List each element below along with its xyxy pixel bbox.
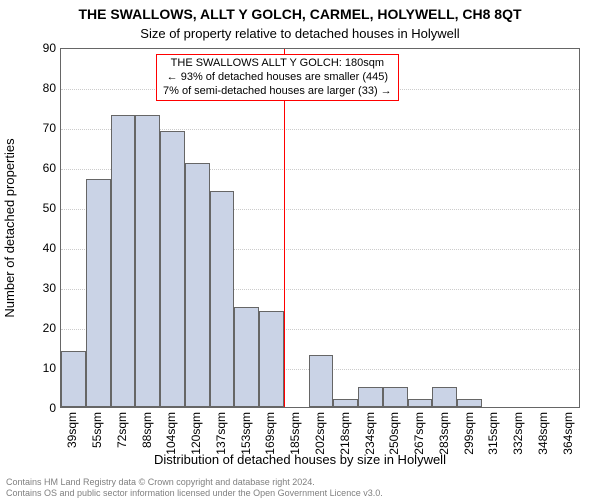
bar (185, 163, 210, 407)
x-tick: 153sqm (239, 412, 253, 455)
annotation-box: THE SWALLOWS ALLT Y GOLCH: 180sqm← 93% o… (156, 54, 399, 101)
x-tick: 55sqm (90, 412, 104, 448)
footer-attribution: Contains HM Land Registry data © Crown c… (6, 477, 383, 498)
bar (160, 131, 185, 407)
footer-line2: Contains OS and public sector informatio… (6, 488, 383, 498)
x-tick: 332sqm (511, 412, 525, 455)
bar (86, 179, 111, 407)
bar (210, 191, 235, 407)
bar (111, 115, 136, 407)
y-tick: 20 (16, 321, 56, 335)
x-tick: 348sqm (536, 412, 550, 455)
x-tick: 39sqm (65, 412, 79, 448)
x-tick: 185sqm (288, 412, 302, 455)
annotation-line: ← 93% of detached houses are smaller (44… (163, 71, 392, 85)
bar (135, 115, 160, 407)
y-tick: 40 (16, 241, 56, 255)
x-tick: 364sqm (561, 412, 575, 455)
y-tick: 0 (16, 401, 56, 415)
x-tick: 137sqm (214, 412, 228, 455)
x-tick: 299sqm (462, 412, 476, 455)
x-tick: 267sqm (412, 412, 426, 455)
chart-container: THE SWALLOWS, ALLT Y GOLCH, CARMEL, HOLY… (0, 0, 600, 500)
y-tick: 70 (16, 121, 56, 135)
y-tick: 90 (16, 41, 56, 55)
marker-line (284, 49, 285, 407)
x-tick: 202sqm (313, 412, 327, 455)
x-tick: 169sqm (263, 412, 277, 455)
bar (358, 387, 383, 407)
bar (61, 351, 86, 407)
bar (457, 399, 482, 407)
chart-title-address: THE SWALLOWS, ALLT Y GOLCH, CARMEL, HOLY… (0, 6, 600, 22)
x-tick: 218sqm (338, 412, 352, 455)
x-tick: 120sqm (189, 412, 203, 455)
bar (408, 399, 433, 407)
x-tick: 72sqm (115, 412, 129, 448)
bar (234, 307, 259, 407)
y-tick: 80 (16, 81, 56, 95)
chart-subtitle: Size of property relative to detached ho… (0, 26, 600, 41)
x-tick: 234sqm (363, 412, 377, 455)
x-tick: 88sqm (140, 412, 154, 448)
y-tick: 10 (16, 361, 56, 375)
bar (309, 355, 334, 407)
y-axis-label: Number of detached properties (2, 48, 17, 408)
y-tick: 50 (16, 201, 56, 215)
bar (259, 311, 284, 407)
y-tick: 60 (16, 161, 56, 175)
x-tick: 283sqm (437, 412, 451, 455)
bar (432, 387, 457, 407)
plot-area: THE SWALLOWS ALLT Y GOLCH: 180sqm← 93% o… (60, 48, 580, 408)
bar (333, 399, 358, 407)
x-tick: 104sqm (164, 412, 178, 455)
x-tick: 315sqm (486, 412, 500, 455)
footer-line1: Contains HM Land Registry data © Crown c… (6, 477, 383, 487)
y-tick: 30 (16, 281, 56, 295)
annotation-line: THE SWALLOWS ALLT Y GOLCH: 180sqm (163, 57, 392, 71)
x-tick: 250sqm (387, 412, 401, 455)
annotation-line: 7% of semi-detached houses are larger (3… (163, 85, 392, 99)
bar (383, 387, 408, 407)
